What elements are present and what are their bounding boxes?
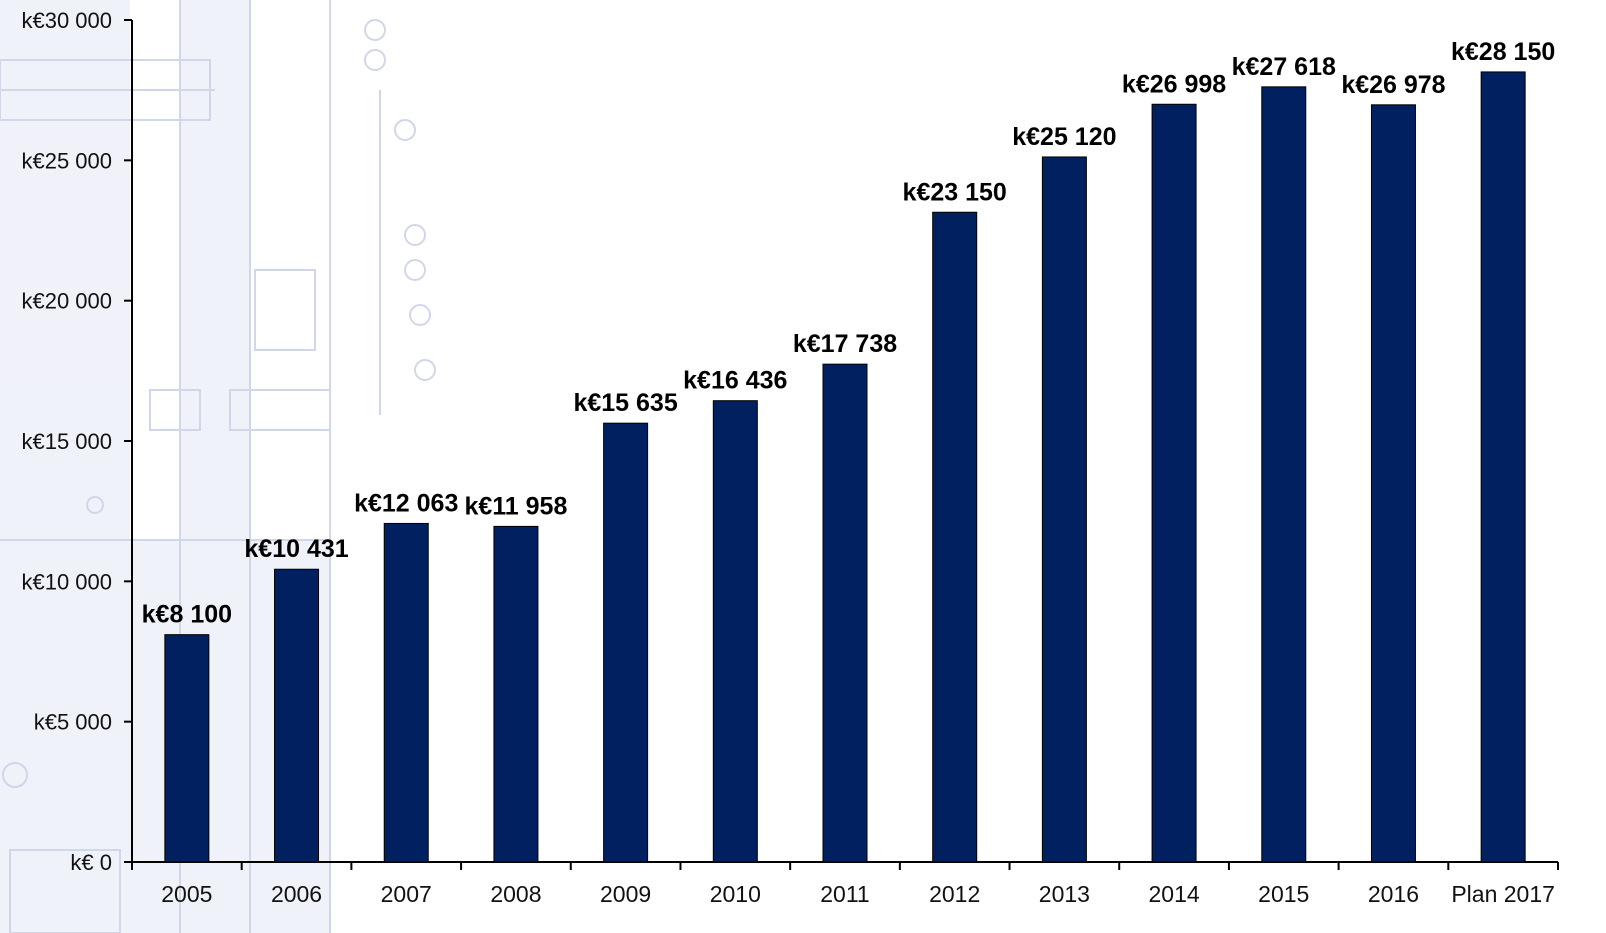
x-tick-label: 2007 [381,881,432,907]
bar-data-label: k€28 150 [1451,38,1555,66]
bars [164,71,1526,863]
x-tick-label: 2005 [161,881,212,907]
x-tick-label: 2011 [820,881,869,907]
y-tick-label: k€30 000 [21,8,112,33]
bar [822,363,868,863]
bar [1480,71,1526,863]
bar [383,522,429,863]
bar [712,400,758,863]
axes: k€ 0 k€5 000 k€10 000 k€15 000 k€20 000 k€25 … [21,8,1559,907]
bar-data-label: k€17 738 [793,330,897,358]
bar-data-label: k€15 635 [573,389,677,417]
bar [164,634,210,863]
bar [603,422,649,863]
bar [1041,156,1087,863]
x-tick-label: 2006 [271,881,322,907]
x-tick-label: 2010 [710,881,761,907]
bar-data-label: k€25 120 [1012,123,1116,151]
x-tick-label: Plan 2017 [1451,881,1555,907]
x-tick-label: 2013 [1039,881,1090,907]
bar [493,525,539,863]
bar [1261,86,1307,863]
y-tick-label: k€10 000 [21,569,112,594]
y-tick-label: k€25 000 [21,148,112,173]
bar-data-label: k€11 958 [464,492,567,520]
bar [1370,104,1416,863]
bar [932,211,978,863]
y-tick-label: k€ 0 [70,850,112,875]
bar [1151,103,1197,863]
x-tick-label: 2009 [600,881,651,907]
x-tick-label: 2012 [929,881,980,907]
bar-data-label: k€10 431 [244,535,348,563]
x-tick-label: 2014 [1148,881,1199,907]
bar-data-label: k€26 978 [1341,71,1445,99]
bar-data-label: k€12 063 [354,489,458,517]
x-tick-label: 2016 [1368,881,1419,907]
bar-data-label: k€23 150 [903,178,1007,206]
bar-data-label: k€16 436 [683,367,787,395]
y-tick-label: k€5 000 [34,710,112,735]
y-tick-label: k€15 000 [21,429,112,454]
bar [274,568,320,863]
bar-data-label: k€8 100 [142,601,232,629]
y-tick-label: k€20 000 [21,289,112,314]
bar-data-label: k€26 998 [1122,70,1226,98]
background-blueprint [0,0,436,933]
x-tick-label: 2008 [490,881,541,907]
x-tick-label: 2015 [1258,881,1309,907]
bar-data-label: k€27 618 [1232,53,1336,81]
